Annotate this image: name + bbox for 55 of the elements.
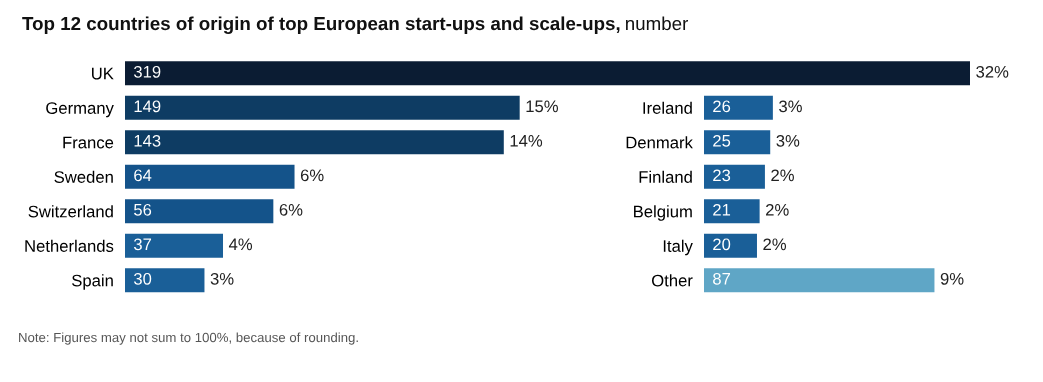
bar	[704, 130, 771, 155]
data-label: 21	[713, 203, 731, 216]
annotation: 32%	[976, 65, 1009, 78]
data-label: 143	[134, 134, 161, 147]
data-label: 64	[134, 169, 152, 182]
annotation: 14%	[510, 134, 543, 147]
data-label: 25	[713, 134, 731, 147]
annotation: 2%	[766, 203, 789, 216]
bar	[704, 164, 765, 189]
y-tick-label: Finland	[639, 170, 692, 183]
bar	[704, 199, 760, 224]
annotation: 6%	[300, 169, 324, 182]
annotation: 15%	[526, 100, 559, 113]
y-tick-label: Denmark	[626, 136, 693, 149]
data-label: 319	[133, 65, 161, 78]
y-tick-label: Ireland	[643, 101, 692, 114]
data-label: 30	[133, 272, 152, 285]
bar	[125, 164, 295, 189]
y-tick-label: Germany	[46, 102, 114, 118]
annotation: 3%	[776, 134, 800, 147]
y-tick-label: Italy	[663, 239, 693, 256]
bar	[125, 199, 274, 224]
data-label: 23	[713, 169, 731, 182]
bar	[704, 95, 773, 120]
annotation: 3%	[210, 272, 234, 285]
data-label: 20	[713, 238, 731, 251]
bar	[125, 95, 520, 120]
bar	[125, 233, 224, 258]
data-label: 37	[133, 238, 152, 251]
annotation: 6%	[279, 203, 303, 216]
y-tick-label: Spain	[72, 274, 113, 290]
data-label: 149	[134, 100, 161, 113]
data-label: 56	[134, 203, 152, 216]
y-tick-label: Other	[652, 274, 693, 287]
chart-title: Top 12 countries of origin of top European start-ups and scale-ups,	[22, 16, 620, 34]
y-tick-label: Sweden	[54, 170, 113, 183]
annotation: 4%	[228, 238, 253, 251]
annotation: 2%	[771, 169, 794, 182]
data-label: 87	[713, 272, 731, 285]
y-tick-label: Netherlands	[25, 239, 114, 252]
annotation: 3%	[779, 100, 802, 113]
bar	[704, 268, 935, 293]
y-tick-label: Belgium	[634, 205, 692, 221]
data-label: 26	[713, 100, 731, 113]
annotation: 9%	[940, 272, 964, 285]
y-tick-label: France	[63, 136, 114, 149]
annotation: 2%	[763, 238, 787, 251]
y-tick-label: Switzerland	[28, 205, 113, 218]
text: Note: Figures may not sum to 100%, because of rounding.	[19, 332, 358, 345]
bar	[125, 268, 205, 293]
bar	[704, 233, 757, 258]
bar	[125, 61, 970, 86]
chart-subtitle: number	[626, 16, 689, 31]
bar	[125, 130, 504, 155]
y-tick-label: UK	[92, 67, 114, 80]
